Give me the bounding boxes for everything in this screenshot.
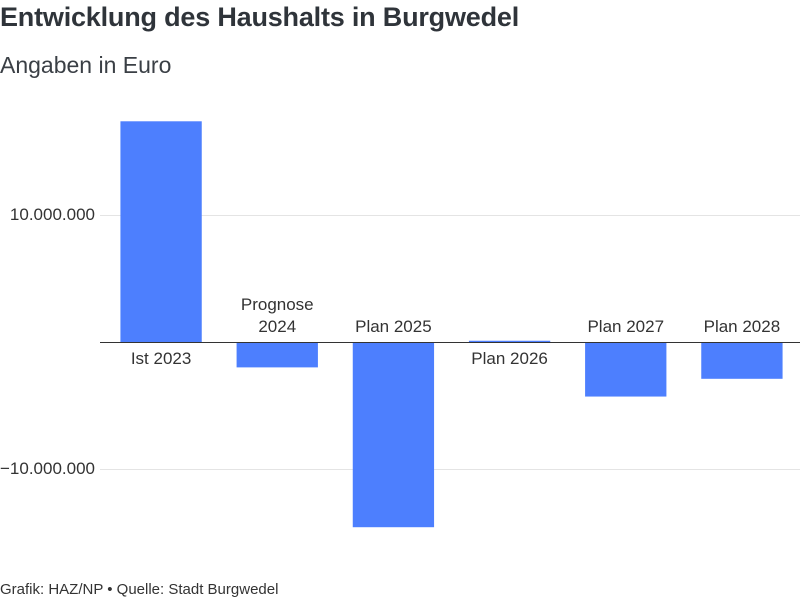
bar — [120, 121, 202, 343]
bar — [701, 342, 783, 379]
bar — [352, 342, 435, 528]
chart-title: Entwicklung des Haushalts in Burgwedel — [0, 2, 519, 32]
bar — [585, 342, 667, 397]
source-note: Grafik: HAZ/NP • Quelle: Stadt Burgwedel — [0, 581, 279, 598]
bar — [468, 340, 551, 343]
bar — [236, 342, 318, 368]
chart-subtitle: Angaben in Euro — [0, 52, 172, 78]
